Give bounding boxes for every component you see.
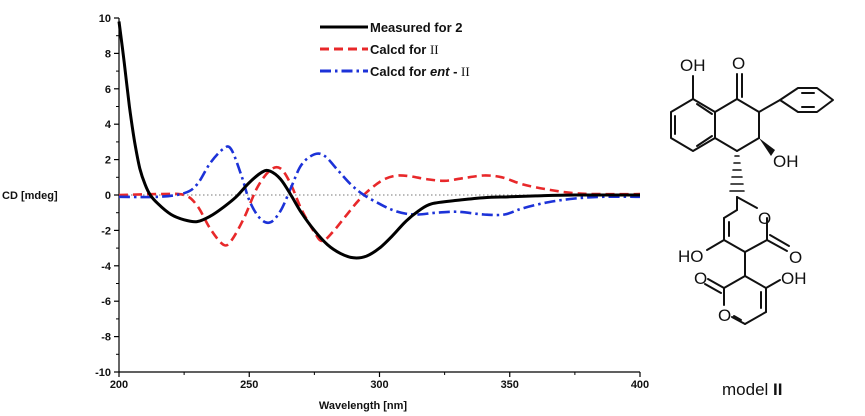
atom-oh-tertiary: OH <box>773 152 799 171</box>
x-tick-label: 350 <box>501 379 519 391</box>
benzene-ring <box>670 98 716 152</box>
atom-o-lactone-b: O <box>694 269 707 288</box>
y-tick-label: 10 <box>99 13 111 25</box>
oh-wedge-bond <box>759 138 775 156</box>
y-axis-ticks: 10 8 6 4 2 0 -2 -4 -6 -8 -10 <box>95 13 119 379</box>
x-tick-label: 200 <box>110 379 128 391</box>
y-tick-label: 4 <box>105 119 112 131</box>
cyclohexanone-ring <box>714 98 760 152</box>
series-lines <box>117 21 641 260</box>
series-line-calcd-ii <box>118 165 641 247</box>
x-tick-label: 300 <box>370 379 388 391</box>
x-tick-label: 400 <box>631 379 649 391</box>
phenyl-ring <box>758 87 834 113</box>
pyranone-ring-b <box>704 251 781 325</box>
legend: Measured for 2 Calcd for II Calcd for en… <box>320 20 470 79</box>
series-line-calcd-ent-ii <box>118 145 641 225</box>
y-axis-label: CD [mdeg] <box>2 190 58 202</box>
chemical-structure-model-ii: OH O OH O O HO O OH O model II <box>670 54 834 399</box>
pyranone-ring-a <box>706 196 790 253</box>
x-axis-label: Wavelength [nm] <box>319 400 408 412</box>
series-line-measured <box>117 21 641 260</box>
y-tick-label: 0 <box>105 190 111 202</box>
atom-o-ketone: O <box>732 54 745 73</box>
atom-o-ring-b: O <box>718 306 731 325</box>
x-tick-label: 250 <box>240 379 258 391</box>
legend-label-calcd-ii: Calcd for II <box>370 42 439 57</box>
legend-label-measured: Measured for 2 <box>370 20 462 35</box>
y-tick-label: -8 <box>101 332 111 344</box>
atom-o-ring-a: O <box>758 209 771 228</box>
y-tick-label: -10 <box>95 367 111 379</box>
x-axis-ticks: 200 250 300 350 400 <box>110 372 649 391</box>
atom-oh-pyranone-b: OH <box>781 269 807 288</box>
y-tick-label: -4 <box>101 261 112 273</box>
legend-label-calcd-ent-ii: Calcd for ent - II <box>370 64 470 79</box>
atom-ho-pyranone-a: HO <box>678 247 704 266</box>
atom-oh-peri: OH <box>680 56 706 75</box>
y-tick-label: 6 <box>105 84 111 96</box>
y-tick-label: 2 <box>105 155 111 167</box>
atom-o-lactone-a: O <box>789 248 802 267</box>
y-tick-label: -2 <box>101 225 111 237</box>
structure-caption: model II <box>722 380 782 399</box>
cd-chart: 10 8 6 4 2 0 -2 -4 -6 -8 -10 200 250 300 350 400 CD [m… <box>2 13 649 412</box>
hashed-bond <box>729 155 745 192</box>
y-tick-label: 8 <box>105 48 111 60</box>
y-tick-label: -6 <box>101 296 111 308</box>
